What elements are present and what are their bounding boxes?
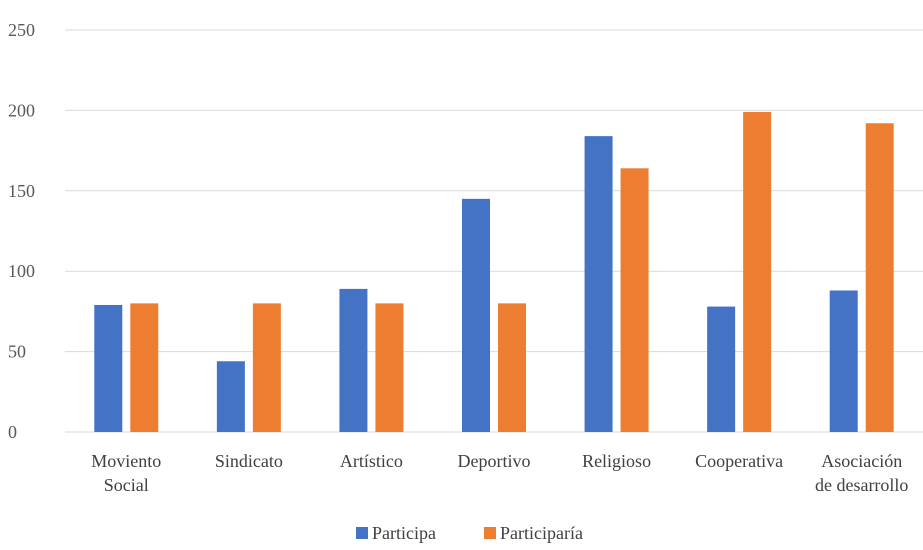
legend-label: Participaría [500,523,583,543]
legend-swatch [356,527,368,539]
x-tick-label: Religioso [582,451,651,471]
y-tick-label: 150 [8,181,35,201]
bars [94,112,894,433]
bar-participa [462,198,490,432]
bar-participaria [252,303,281,432]
legend-label: Participa [372,523,436,543]
bar-participa [216,361,245,432]
y-tick-label: 50 [8,342,26,362]
bar-participa [339,288,368,432]
bar-participa [707,306,736,432]
x-tick-label: Asociación [821,451,902,471]
x-tick-label: Moviento [91,451,161,471]
x-tick-label: Artístico [340,451,403,471]
x-tick-label: Social [104,475,149,495]
x-tick-label: de desarrollo [815,475,908,495]
y-tick-label: 250 [8,20,35,40]
bar-participa [829,290,858,432]
legend: Participa Participaría [356,523,583,543]
legend-swatch [484,527,496,539]
bar-participaria [375,303,404,432]
y-axis-ticks: 0 50 100 150 200 250 [8,20,35,442]
x-tick-label: Deportivo [458,451,531,471]
x-tick-label: Cooperativa [695,451,783,471]
bar-participa [94,304,123,432]
bar-participaria [498,303,526,432]
bar-participa [584,136,613,433]
y-tick-label: 0 [8,422,17,442]
bar-participaria [743,112,772,433]
y-tick-label: 200 [8,100,35,120]
x-tick-label: Sindicato [215,451,283,471]
bar-participaria [620,168,649,432]
x-axis-labels: Moviento Social Sindicato Artístico Deportiv… [91,451,908,495]
y-tick-label: 100 [8,261,35,281]
bar-participaria [865,123,894,432]
gridlines [65,29,923,433]
bar-participaria [130,303,159,432]
